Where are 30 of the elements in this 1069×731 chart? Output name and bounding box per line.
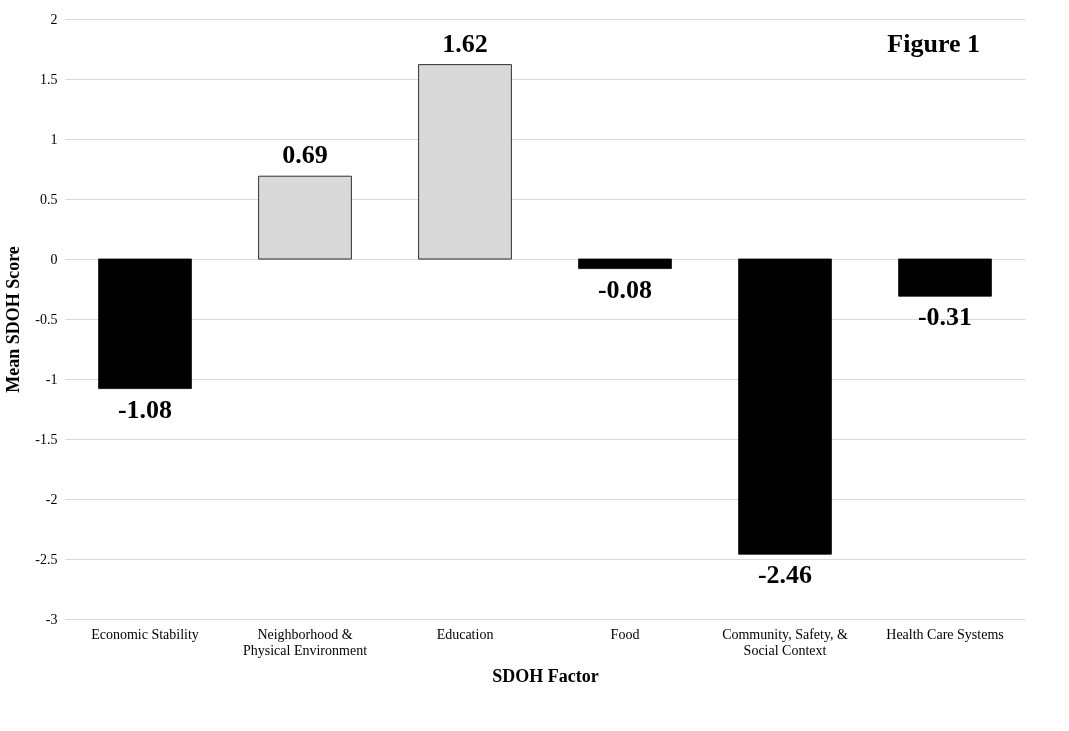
- data-label: -0.08: [597, 274, 653, 304]
- bar: [898, 258, 992, 297]
- x-tick-label: Neighborhood & Physical Environment: [242, 626, 368, 658]
- y-tick-label: 1.5: [40, 71, 58, 87]
- y-tick-label: -0.5: [35, 311, 58, 327]
- x-tick-label: Food: [610, 626, 640, 642]
- y-tick-label: -2.5: [35, 551, 58, 567]
- x-tick-label: Economic Stability: [91, 626, 199, 642]
- y-tick-label: 1: [50, 131, 58, 147]
- bar: [738, 258, 832, 555]
- x-tick-label: Community, Safety, & Social Context: [722, 626, 848, 658]
- x-axis-title: SDOH Factor: [492, 665, 599, 686]
- y-tick-label: 2: [50, 11, 58, 27]
- y-tick-label: -1.5: [35, 431, 58, 447]
- data-label: 1.62: [442, 28, 488, 58]
- y-tick-label: 0: [50, 251, 58, 267]
- y-tick-label: -3: [45, 611, 58, 627]
- data-label: -0.31: [917, 302, 973, 332]
- y-tick-label: 0.5: [40, 191, 58, 207]
- x-tick-label: Health Care Systems: [886, 626, 1004, 642]
- chart-title: Figure 1: [887, 29, 980, 58]
- y-tick-label: -1: [45, 371, 58, 387]
- data-label: 0.69: [282, 140, 328, 170]
- x-tick-label: Education: [436, 626, 494, 642]
- bar: [578, 258, 672, 269]
- y-tick-label: -2: [45, 491, 58, 507]
- bar: [98, 258, 192, 389]
- data-label: -1.08: [117, 394, 173, 424]
- data-label: -2.46: [757, 560, 813, 590]
- y-axis-title: Mean SDOH Score: [3, 246, 24, 393]
